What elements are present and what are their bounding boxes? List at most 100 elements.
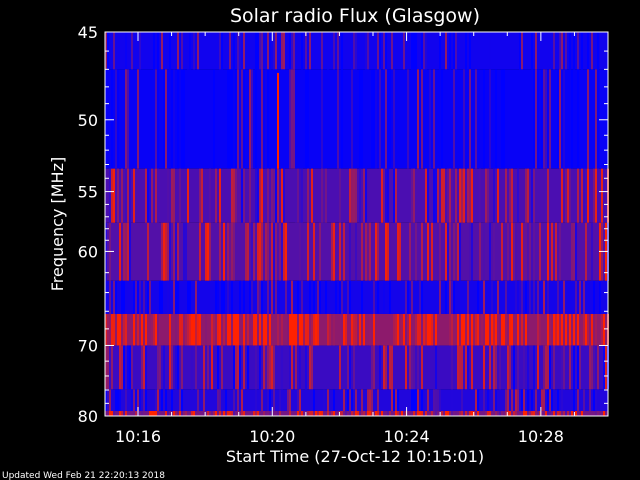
heatmap-cell	[217, 389, 219, 412]
heatmap-cell	[597, 411, 599, 416]
heatmap-cell	[379, 411, 381, 416]
heatmap-cell	[405, 411, 407, 416]
heatmap-cell	[417, 411, 419, 416]
heatmap-cell	[199, 222, 201, 281]
heatmap-cell	[465, 313, 467, 346]
heatmap-cell	[591, 313, 593, 346]
heatmap-cell	[475, 313, 477, 346]
heatmap-cell	[413, 411, 415, 416]
heatmap-cell	[367, 222, 369, 281]
heatmap-cell	[421, 411, 423, 416]
heatmap-cell	[143, 389, 145, 412]
heatmap-cell	[193, 32, 195, 70]
heatmap-cell	[265, 69, 267, 169]
heatmap-cell	[421, 389, 423, 412]
heatmap-cell	[565, 280, 567, 314]
heatmap-cell	[261, 32, 263, 70]
heatmap-cell	[353, 411, 355, 416]
heatmap-cell	[245, 222, 247, 281]
heatmap-cell	[313, 280, 315, 314]
heatmap-cell	[107, 313, 109, 346]
heatmap-cell	[177, 345, 179, 390]
heatmap-cell	[511, 313, 513, 346]
heatmap-cell	[419, 411, 421, 416]
heatmap-cell	[113, 411, 115, 416]
heatmap-cell	[489, 222, 491, 281]
heatmap-cell	[115, 69, 117, 169]
heatmap-cell	[543, 389, 545, 412]
y-tick-label: 55	[78, 183, 98, 202]
heatmap-cell	[441, 168, 443, 223]
heatmap-cell	[583, 280, 585, 314]
heatmap-cell	[161, 280, 163, 314]
heatmap-cell	[111, 345, 113, 390]
heatmap-cell	[259, 32, 261, 70]
heatmap-cell	[141, 313, 143, 346]
heatmap-cell	[119, 411, 121, 416]
heatmap-cell	[561, 313, 563, 346]
heatmap-cell	[407, 280, 409, 314]
heatmap-cell	[265, 222, 267, 281]
heatmap-cell	[295, 313, 297, 346]
heatmap-cell	[291, 69, 293, 169]
heatmap-cell	[361, 411, 363, 416]
heatmap-cell	[301, 411, 303, 416]
heatmap-cell	[173, 168, 175, 223]
heatmap-cell	[599, 280, 601, 314]
heatmap-cell	[399, 313, 401, 346]
heatmap-cell	[249, 69, 251, 169]
heatmap-cell	[113, 280, 115, 314]
heatmap-cell	[519, 32, 521, 70]
heatmap-cell	[291, 313, 293, 346]
heatmap-cell	[557, 411, 559, 416]
heatmap-cell	[411, 345, 413, 390]
heatmap-cell	[261, 389, 263, 412]
heatmap-cell	[271, 280, 273, 314]
heatmap-cell	[107, 389, 109, 412]
heatmap-cell	[455, 32, 457, 70]
heatmap-cell	[533, 280, 535, 314]
heatmap-cell	[507, 389, 509, 412]
heatmap-cell	[369, 389, 371, 412]
heatmap-cell	[211, 345, 213, 390]
x-tick-label: 10:16	[115, 427, 161, 446]
heatmap-cell	[363, 313, 365, 346]
heatmap-cell	[525, 313, 527, 346]
heatmap-cell	[351, 168, 353, 223]
heatmap-cell	[181, 345, 183, 390]
heatmap-cell	[585, 313, 587, 346]
heatmap-cell	[415, 389, 417, 412]
heatmap-cell	[267, 222, 269, 281]
heatmap-cell	[583, 313, 585, 346]
heatmap-cell	[567, 168, 569, 223]
heatmap-cell	[501, 222, 503, 281]
heatmap-cell	[519, 280, 521, 314]
heatmap-cell	[267, 411, 269, 416]
heatmap-cell	[297, 280, 299, 314]
heatmap-cell	[573, 313, 575, 346]
heatmap-cell	[597, 345, 599, 390]
heatmap-cell	[121, 345, 123, 390]
heatmap-cell	[117, 168, 119, 223]
heatmap-cell	[235, 345, 237, 390]
heatmap-cell	[207, 222, 209, 281]
heatmap-cell	[515, 411, 517, 416]
heatmap-cell	[337, 69, 339, 169]
heatmap-cell	[179, 313, 181, 346]
heatmap-cell	[129, 222, 131, 281]
heatmap-cell	[243, 32, 245, 70]
heatmap-cell	[389, 280, 391, 314]
heatmap-cell	[591, 222, 593, 281]
heatmap-cell	[545, 345, 547, 390]
heatmap-cell	[517, 389, 519, 412]
heatmap-cell	[379, 32, 381, 70]
heatmap-cell	[223, 280, 225, 314]
heatmap-cell	[243, 345, 245, 390]
heatmap-cell	[131, 32, 133, 70]
heatmap-cell	[231, 168, 233, 223]
heatmap-cell	[573, 389, 575, 412]
heatmap-cell	[305, 32, 307, 70]
heatmap-cell	[355, 32, 357, 70]
heatmap-cell	[379, 345, 381, 390]
heatmap-cell	[537, 69, 539, 169]
